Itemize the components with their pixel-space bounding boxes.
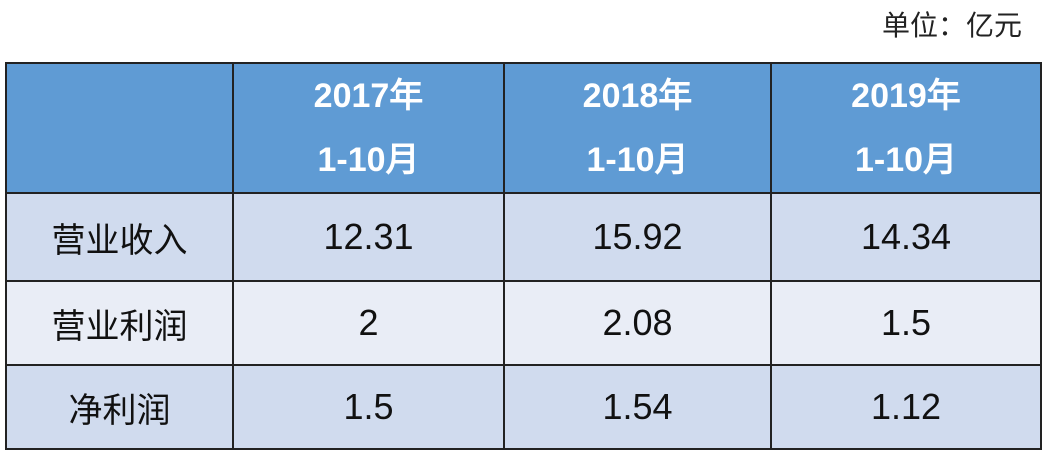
row-label: 净利润 (5, 364, 234, 450)
corner-cell (5, 62, 234, 194)
value-cell: 12.31 (232, 192, 505, 282)
value-cell: 1.5 (232, 364, 505, 450)
value-cell: 1.12 (770, 364, 1042, 450)
header-cell: 2017年 1-10月 (232, 62, 505, 194)
table-body: 营业收入 12.31 15.92 14.34 营业利润 2 2.08 1.5 净利润 1.5 1.5… (5, 192, 1042, 450)
header-cell: 2019年 1-10月 (770, 62, 1042, 194)
row-label: 营业利润 (5, 280, 234, 366)
header-line: 1-10月 (317, 141, 420, 179)
header-row: 2017年 1-10月 2018年 1-10月 2019年 1-10月 (5, 62, 1042, 194)
value-cell: 2.08 (503, 280, 772, 366)
table-row: 营业利润 2 2.08 1.5 (5, 280, 1042, 366)
value-cell: 1.5 (770, 280, 1042, 366)
unit-note: 单位：亿元 (881, 10, 1022, 41)
header-line: 2018年 (582, 77, 693, 115)
data-table: 2017年 1-10月 2018年 1-10月 2019年 1-10月 营业收入 12.31… (5, 62, 1042, 450)
header-line: 2019年 (851, 77, 961, 115)
row-label: 营业收入 (5, 192, 234, 282)
table-row: 净利润 1.5 1.54 1.12 (5, 364, 1042, 450)
value-cell: 2 (232, 280, 505, 366)
table-row: 营业收入 12.31 15.92 14.34 (5, 192, 1042, 282)
value-cell: 1.54 (503, 364, 772, 450)
header-line: 2017年 (313, 77, 424, 115)
value-cell: 15.92 (503, 192, 772, 282)
value-cell: 14.34 (770, 192, 1042, 282)
header-line: 1-10月 (854, 141, 958, 179)
header-cell: 2018年 1-10月 (503, 62, 772, 194)
header-line: 1-10月 (586, 141, 689, 179)
